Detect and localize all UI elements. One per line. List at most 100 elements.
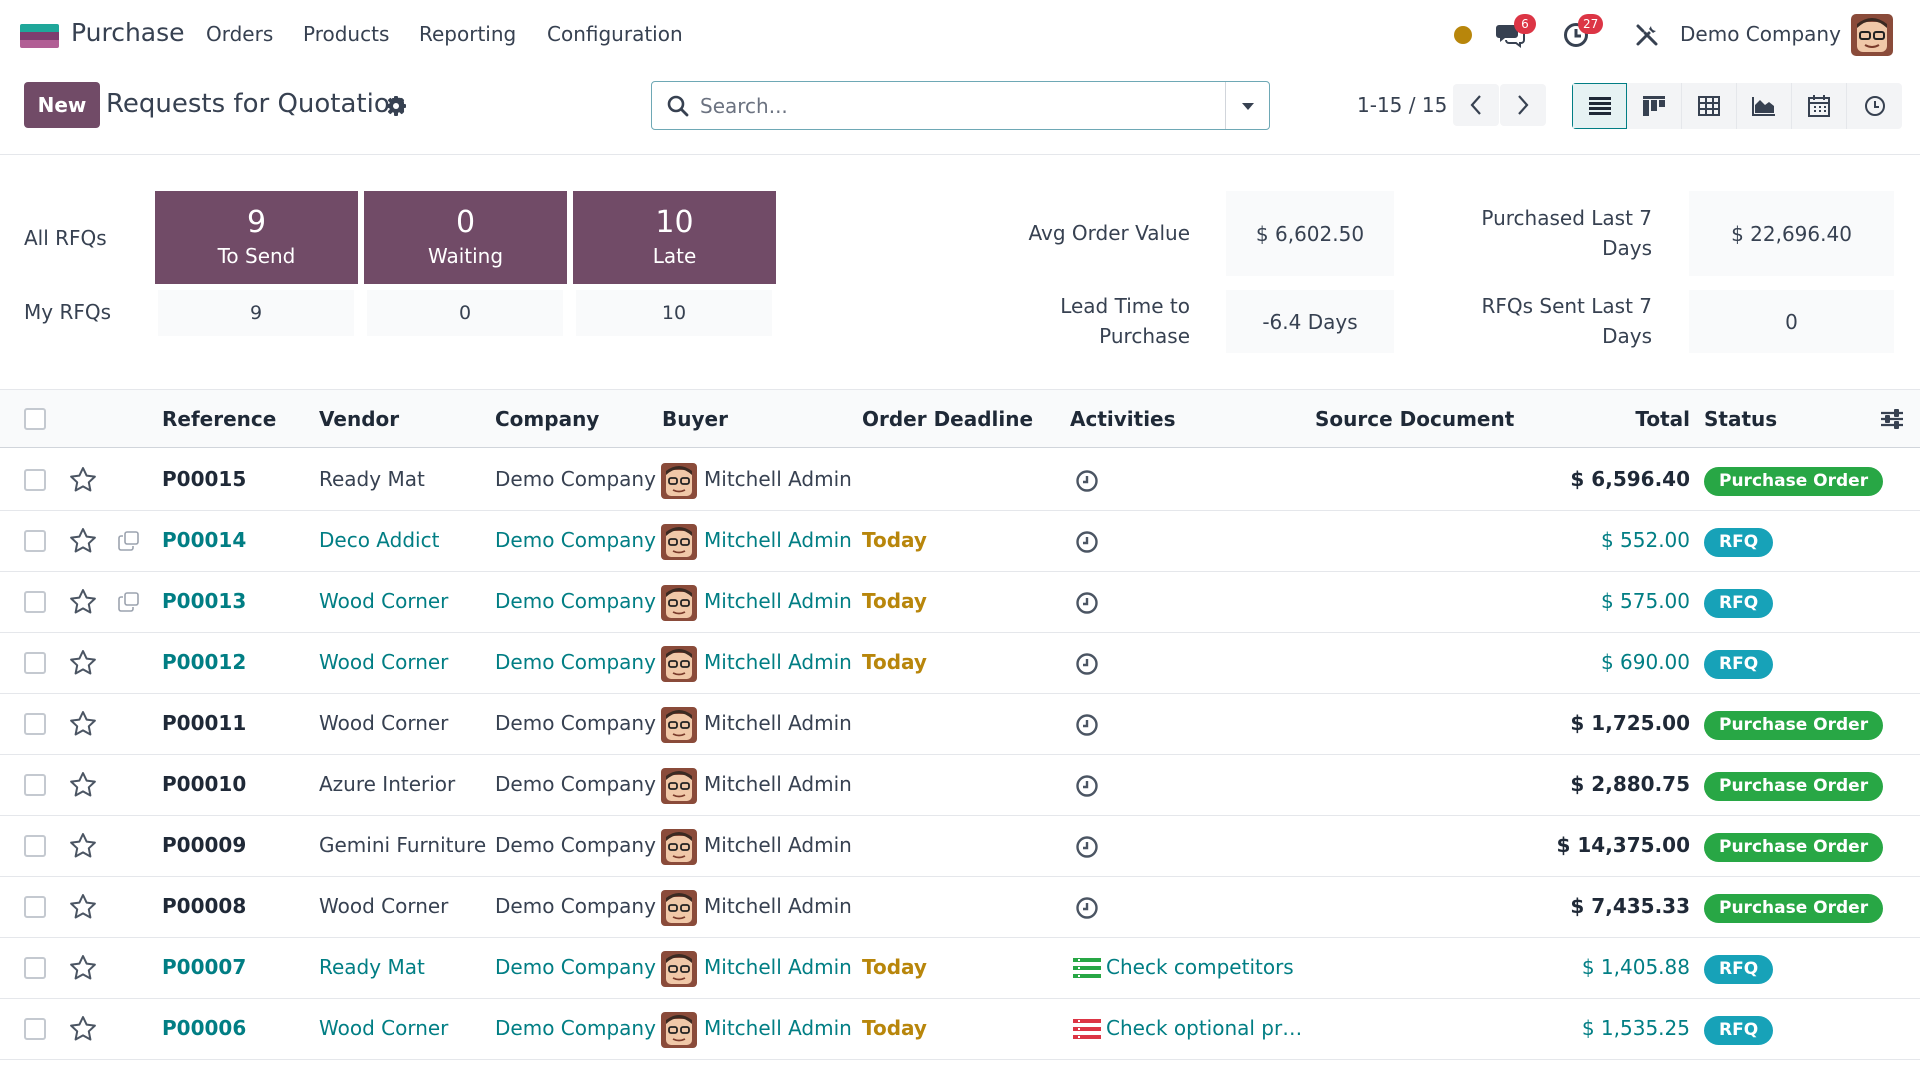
buyer-avatar[interactable] [661,768,697,804]
activity-view-button[interactable] [1847,83,1902,129]
menu-configuration[interactable]: Configuration [547,22,683,46]
menu-reporting[interactable]: Reporting [419,22,517,46]
debug-tools-button[interactable] [1632,14,1662,56]
buyer-cell[interactable]: Mitchell Admin [704,772,852,796]
buyer-avatar[interactable] [661,646,697,682]
star-icon[interactable] [69,893,97,920]
column-vendor[interactable]: Vendor [319,407,400,431]
list-view-button[interactable] [1572,83,1627,129]
activity-summary[interactable]: Check competitors [1106,955,1294,979]
column-buyer[interactable]: Buyer [662,407,728,431]
row-checkbox[interactable] [24,530,46,552]
star-icon[interactable] [69,527,97,554]
buyer-avatar[interactable] [661,585,697,621]
column-status[interactable]: Status [1704,407,1778,431]
reference-cell[interactable]: P00010 [162,772,247,796]
graph-view-button[interactable] [1737,83,1792,129]
company-cell[interactable]: Demo Company [495,894,656,918]
company-cell[interactable]: Demo Company [495,467,656,491]
search-input[interactable] [700,90,1200,121]
reference-cell[interactable]: P00006 [162,1016,247,1040]
row-checkbox[interactable] [24,957,46,979]
column-source-document[interactable]: Source Document [1315,407,1515,431]
company-cell[interactable]: Demo Company [495,1016,656,1040]
reference-cell[interactable]: P00009 [162,833,247,857]
status-indicator[interactable] [1450,14,1476,56]
my-to-send[interactable]: 9 [158,290,354,336]
table-row[interactable]: P00011 Wood Corner Demo Company Mitchell Ad… [0,694,1920,755]
star-icon[interactable] [69,771,97,798]
star-icon[interactable] [69,588,97,615]
new-button[interactable]: New [24,82,100,128]
row-checkbox[interactable] [24,774,46,796]
clock-icon[interactable] [1075,652,1099,676]
table-row[interactable]: P00015 Ready Mat Demo Company Mitchell Admi… [0,450,1920,511]
star-icon[interactable] [69,954,97,981]
buyer-cell[interactable]: Mitchell Admin [704,589,852,613]
company-cell[interactable]: Demo Company [495,955,656,979]
buyer-cell[interactable]: Mitchell Admin [704,894,852,918]
row-checkbox[interactable] [24,591,46,613]
app-name[interactable]: Purchase [71,18,185,47]
activity-summary[interactable]: Check optional pr… [1106,1016,1303,1040]
vendor-cell[interactable]: Wood Corner [319,711,449,735]
vendor-cell[interactable]: Deco Addict [319,528,440,552]
duplicate-icon[interactable] [118,592,140,612]
menu-orders[interactable]: Orders [206,22,274,46]
duplicate-icon[interactable] [118,531,140,551]
column-reference[interactable]: Reference [162,407,277,431]
buyer-cell[interactable]: Mitchell Admin [704,833,852,857]
buyer-cell[interactable]: Mitchell Admin [704,955,852,979]
table-row[interactable]: P00012 Wood Corner Demo Company Mitchell Ad… [0,633,1920,694]
kanban-view-button[interactable] [1627,83,1682,129]
row-checkbox[interactable] [24,835,46,857]
pager-value[interactable]: 1-15 / 15 [1357,93,1448,117]
buyer-avatar[interactable] [661,829,697,865]
buyer-avatar[interactable] [661,463,697,499]
column-company[interactable]: Company [495,407,600,431]
pager-next-button[interactable] [1500,84,1546,126]
calendar-view-button[interactable] [1792,83,1847,129]
tile-waiting[interactable]: 0 Waiting [364,191,567,284]
star-icon[interactable] [69,1015,97,1042]
email-activity-icon[interactable] [1073,1019,1101,1039]
reference-cell[interactable]: P00008 [162,894,247,918]
messages-button[interactable]: 6 [1490,14,1536,56]
vendor-cell[interactable]: Gemini Furniture [319,833,487,857]
buyer-avatar[interactable] [661,890,697,926]
reference-cell[interactable]: P00007 [162,955,247,979]
clock-icon[interactable] [1075,774,1099,798]
todo-activity-icon[interactable] [1073,958,1101,978]
star-icon[interactable] [69,710,97,737]
company-cell[interactable]: Demo Company [495,528,656,552]
column-activities[interactable]: Activities [1070,407,1176,431]
my-waiting[interactable]: 0 [367,290,563,336]
company-cell[interactable]: Demo Company [495,589,656,613]
table-row[interactable]: P00007 Ready Mat Demo Company Mitchell Admi… [0,938,1920,999]
company-cell[interactable]: Demo Company [495,833,656,857]
company-cell[interactable]: Demo Company [495,772,656,796]
reference-cell[interactable]: P00013 [162,589,247,613]
purchase-app-icon[interactable] [20,24,59,48]
buyer-avatar[interactable] [661,524,697,560]
company-cell[interactable]: Demo Company [495,650,656,674]
star-icon[interactable] [69,832,97,859]
clock-icon[interactable] [1075,530,1099,554]
clock-icon[interactable] [1075,896,1099,920]
vendor-cell[interactable]: Azure Interior [319,772,456,796]
table-row[interactable]: P00008 Wood Corner Demo Company Mitchell Ad… [0,877,1920,938]
user-avatar[interactable] [1851,14,1893,56]
table-row[interactable]: P00010 Azure Interior Demo Company Mitchell… [0,755,1920,816]
row-checkbox[interactable] [24,713,46,735]
star-icon[interactable] [69,649,97,676]
row-checkbox[interactable] [24,1018,46,1040]
column-order-deadline[interactable]: Order Deadline [862,407,1034,431]
row-checkbox[interactable] [24,469,46,491]
table-row[interactable]: P00006 Wood Corner Demo Company Mitchell Ad… [0,999,1920,1060]
company-cell[interactable]: Demo Company [495,711,656,735]
activities-button[interactable]: 27 [1556,14,1604,56]
select-all-checkbox[interactable] [24,408,46,430]
clock-icon[interactable] [1075,713,1099,737]
buyer-cell[interactable]: Mitchell Admin [704,1016,852,1040]
reference-cell[interactable]: P00012 [162,650,247,674]
